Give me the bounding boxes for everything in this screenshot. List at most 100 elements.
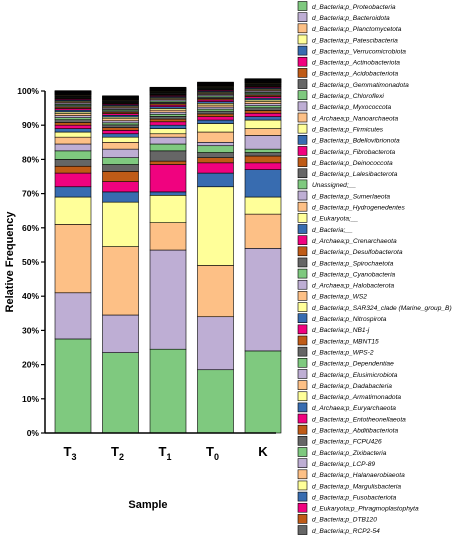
bar-segment [197, 123, 234, 133]
legend-label: d_Bacteria;p_Fusobacteriota [312, 494, 397, 501]
bar-segment [197, 157, 234, 164]
legend-swatch [297, 380, 308, 390]
legend-label: d_Bacteria;p_NB1-j [312, 327, 370, 334]
legend-entry: d_Bacteria;p_Elusimicrobiota [297, 369, 398, 379]
bar-segment [149, 348, 187, 434]
legend-label: d_Bacteria;p_Proteobacteria [312, 4, 396, 11]
bar-segment [197, 106, 234, 110]
legend-swatch [297, 525, 308, 535]
bar-segment [197, 162, 234, 174]
legend-swatch [297, 357, 308, 368]
legend-entry: d_Bacteria;p_Acidobacteriota [297, 68, 398, 78]
legend-entry: d_Bacteria;p_Firmicutes [297, 123, 384, 134]
legend-entry: d_Bacteria;p_NB1-j [297, 324, 370, 335]
legend-label: d_Bacteria;p_Verrucomicrobiota [312, 48, 406, 55]
bar-segment [102, 164, 139, 172]
legend-swatch [297, 135, 308, 145]
legend-entry: d_Bacteria;p_Fusobacteriota [297, 491, 397, 502]
bar-segment [149, 160, 187, 165]
bar-segment [244, 112, 282, 117]
legend-label: d_Bacteria;p_RCP2-54 [312, 528, 380, 535]
legend-label: d_Bacteria;p_Hydrogenedentes [312, 205, 405, 212]
legend-label: d_Bacteria;p_Patescibacteria [312, 37, 398, 44]
bar-segment [149, 128, 187, 135]
legend-label: d_Archaea;p_Euryarchaeota [312, 405, 396, 412]
bar-segment [149, 249, 187, 350]
legend-swatch [297, 335, 308, 346]
legend-entry: d_Archaea;p_Halobacterota [297, 279, 394, 290]
bar-segment [197, 104, 234, 108]
legend-entry: d_Bacteria;p_Desulfobacterota [297, 246, 403, 256]
legend-entry: d_Bacteria;p_SAR324_clade (Marine_group_… [297, 302, 452, 312]
y-tick-label: 40% [22, 291, 39, 301]
legend-entry: Unassigned;__ [297, 179, 356, 189]
bar-segment [149, 222, 187, 251]
legend-swatch [297, 447, 308, 457]
bar-segment [54, 143, 92, 152]
bar-segment [149, 133, 187, 138]
bar-segment [244, 248, 282, 352]
legend-label: d_Bacteria;p_LCP-89 [312, 461, 375, 468]
bar-stack [54, 90, 92, 434]
bar-segment [149, 124, 187, 129]
legend-entry: d_Bacteria;p_Planctomycetota [297, 23, 402, 34]
bar-segment [244, 213, 282, 249]
bar-stack [197, 81, 234, 434]
bar-segment [102, 191, 139, 203]
x-tick-label: K [258, 444, 268, 459]
legend-entry: d_Bacteria;p_Sumerlaeota [297, 190, 390, 200]
legend-entry: d_Bacteria;p_Abditibacteriota [297, 424, 398, 435]
legend-label: d_Bacteria;p_Armatimonadota [312, 394, 401, 401]
bar-segment [149, 111, 187, 115]
legend-entry: d_Bacteria;p_Patescibacteria [297, 34, 398, 45]
legend-entry: d_Bacteria;p_Margulisbacteria [297, 480, 401, 491]
bar-segment [244, 350, 282, 434]
legend-swatch [297, 123, 308, 134]
bar-segment [54, 196, 92, 225]
legend-swatch [297, 68, 308, 78]
y-tick-label: 80% [22, 154, 39, 164]
bar-segment [149, 113, 187, 117]
legend-entry: d_Bacteria;p_Deinococcota [297, 157, 393, 167]
legend-label: d_Bacteria;p_Acidobacteriota [312, 71, 398, 78]
legend-entry: d_Eukaryota;p_Phragmoplastophyta [297, 502, 419, 513]
x-tick-label: T3 [64, 444, 77, 462]
legend-label: d_Bacteria;p_Lalesibacterota [312, 171, 398, 178]
legend-label: Unassigned;__ [312, 182, 356, 189]
legend-entry: d_Bacteria;p_Gemmatimonadota [297, 79, 409, 89]
legend-swatch [297, 168, 308, 179]
legend-swatch [297, 79, 308, 89]
legend-swatch [297, 235, 308, 245]
legend-label: d_Bacteria;p_Zixibacteria [312, 450, 387, 457]
legend-swatch [297, 90, 308, 100]
bar-segment [102, 118, 139, 122]
legend-entry: d_Bacteria;p_Nitrospirota [297, 313, 387, 324]
legend-swatch [297, 291, 308, 301]
bar-segment [102, 314, 139, 353]
bar-segment [102, 133, 139, 138]
legend-label: d_Bacteria;p_Spirochaetota [312, 260, 394, 267]
legend-swatch [297, 257, 308, 268]
x-axis-title: Sample [128, 499, 167, 511]
legend-label: d_Bacteria;p_Margulisbacteria [312, 483, 401, 490]
bar-segment [54, 159, 92, 167]
bar-segment [54, 124, 92, 129]
legend-swatch [297, 157, 308, 167]
legend-entry: d_Bacteria;p_RCP2-54 [297, 525, 380, 535]
legend-label: d_Bacteria;p_Elusimicrobiota [312, 372, 398, 379]
bar-segment [54, 292, 92, 340]
legend-swatch [297, 502, 308, 513]
legend-swatch [297, 491, 308, 502]
legend-label: d_Bacteria;p_Chloroflexi [312, 93, 384, 100]
legend-swatch [297, 146, 308, 156]
legend-swatch [297, 514, 308, 524]
legend-entry: d_Bacteria;p_Actinobacteriota [297, 56, 400, 67]
x-tick-label: T0 [206, 444, 219, 462]
legend-entry: d_Bacteria;p_Myxococcota [297, 101, 391, 111]
bar-segment [54, 172, 92, 188]
legend-label: d_Bacteria;p_Sumerlaeota [312, 193, 390, 200]
legend-entry: d_Eukaryota;__ [297, 213, 359, 223]
bar-stack [244, 78, 282, 434]
legend-label: d_Bacteria;__ [312, 227, 353, 234]
y-tick-label: 50% [22, 257, 39, 267]
